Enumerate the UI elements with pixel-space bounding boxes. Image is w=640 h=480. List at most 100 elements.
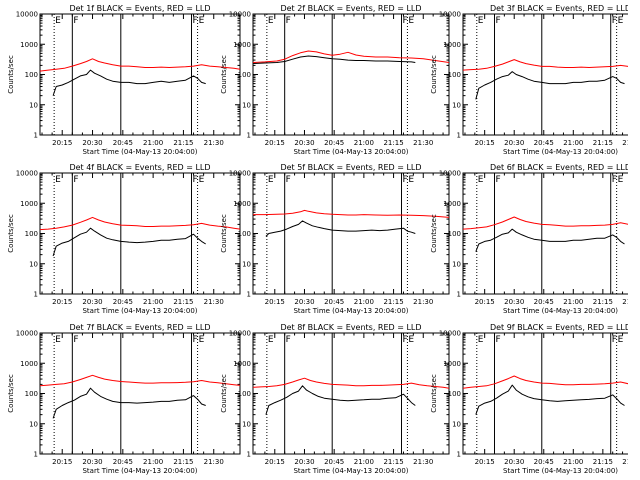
x-tick-label: 21:15: [383, 298, 403, 306]
x-tick-label: 21:15: [593, 298, 613, 306]
events-series-line: [265, 385, 416, 415]
lld-series-line: [462, 59, 628, 71]
y-axis-label: Counts/sec: [430, 55, 438, 94]
time-marker-label: F: [612, 335, 617, 345]
x-axis-label: Start Time (04-May-13 20:04:00): [82, 307, 197, 315]
chart-title: Det 7f BLACK = Events, RED = LLD: [69, 323, 210, 332]
time-marker-label: F: [193, 16, 198, 26]
x-tick-label: 21:30: [413, 458, 433, 466]
y-tick-label: 10000: [439, 170, 461, 178]
x-tick-label: 21:30: [622, 298, 640, 306]
x-tick-label: 20:15: [52, 458, 72, 466]
x-tick-label: 21:15: [593, 458, 613, 466]
events-series-line: [52, 69, 206, 96]
time-marker-label: E: [199, 335, 205, 345]
time-marker-label: E: [478, 335, 484, 345]
time-marker-label: F: [402, 16, 407, 26]
time-marker-label: E: [199, 175, 205, 185]
y-tick-label: 100: [25, 390, 38, 398]
x-tick-label: 21:00: [563, 298, 583, 306]
x-tick-label: 20:30: [504, 458, 524, 466]
events-series-line: [52, 387, 206, 419]
y-tick-label: 10: [29, 260, 38, 268]
x-axis-label: Start Time (04-May-13 20:04:00): [503, 467, 618, 475]
y-tick-label: 100: [448, 71, 461, 79]
y-tick-label: 10000: [16, 170, 38, 178]
detector-panel: Det 7f BLACK = Events, RED = LLD 1 10 100 10…: [7, 323, 241, 475]
lld-series-line: [252, 377, 450, 389]
y-axis-label: Counts/sec: [430, 214, 438, 253]
time-marker-label: E: [268, 335, 274, 345]
y-tick-label: 1000: [233, 200, 251, 208]
x-tick-label: 21:30: [204, 298, 224, 306]
plot-frame: [462, 172, 628, 295]
y-axis-label: Counts/sec: [220, 374, 228, 413]
y-tick-label: 1: [247, 132, 251, 140]
y-tick-label: 10000: [16, 330, 38, 338]
lld-series-line: [252, 50, 450, 63]
chart-title: Det 4f BLACK = Events, RED = LLD: [69, 163, 210, 172]
x-tick-label: 21:30: [413, 139, 433, 147]
y-tick-label: 10: [29, 420, 38, 428]
lld-series-line: [253, 209, 450, 218]
plot-frame: [252, 332, 450, 455]
time-marker-label: F: [496, 335, 501, 345]
time-marker-label: F: [496, 175, 501, 185]
time-marker-label: F: [193, 175, 198, 185]
plot-frame: [39, 332, 241, 455]
x-tick-label: 21:00: [354, 298, 374, 306]
events-series-line: [52, 227, 206, 257]
y-axis-label: Counts/sec: [430, 374, 438, 413]
time-marker-label: F: [496, 16, 501, 26]
x-tick-label: 21:00: [143, 458, 163, 466]
time-marker-label: F: [73, 175, 78, 185]
time-marker-label: F: [286, 16, 291, 26]
time-marker-label: F: [193, 335, 198, 345]
time-marker-label: E: [408, 335, 414, 345]
detector-panel: Det 9f BLACK = Events, RED = LLD 1 10 100 10…: [430, 323, 628, 475]
plot-frame: [462, 13, 628, 136]
x-tick-label: 21:00: [143, 298, 163, 306]
x-axis-label: Start Time (04-May-13 20:04:00): [293, 467, 408, 475]
time-marker-label: E: [55, 335, 61, 345]
y-tick-label: 10: [242, 420, 251, 428]
y-tick-label: 1000: [443, 200, 461, 208]
detector-panel: Det 8f BLACK = Events, RED = LLD 1 10 100 10…: [220, 323, 450, 475]
time-marker-label: E: [268, 16, 274, 26]
x-axis-label: Start Time (04-May-13 20:04:00): [293, 307, 408, 315]
lld-series-line: [39, 58, 241, 72]
time-marker-label: F: [73, 335, 78, 345]
time-marker-label: E: [478, 16, 484, 26]
x-tick-label: 20:45: [113, 139, 133, 147]
x-tick-label: 20:30: [82, 298, 102, 306]
y-tick-label: 100: [25, 230, 38, 238]
y-tick-label: 10000: [229, 11, 251, 19]
y-tick-label: 10000: [439, 11, 461, 19]
y-axis-label: Counts/sec: [7, 374, 15, 413]
time-marker-label: F: [402, 175, 407, 185]
x-tick-label: 20:45: [534, 298, 554, 306]
chart-title: Det 8f BLACK = Events, RED = LLD: [280, 323, 421, 332]
time-marker-label: F: [286, 335, 291, 345]
y-tick-label: 1000: [233, 360, 251, 368]
x-tick-label: 21:15: [383, 458, 403, 466]
y-tick-label: 100: [448, 230, 461, 238]
lld-series-line: [39, 216, 241, 231]
y-axis-label: Counts/sec: [220, 55, 228, 94]
time-marker-label: E: [478, 175, 484, 185]
y-tick-label: 100: [238, 390, 251, 398]
x-tick-label: 20:45: [113, 298, 133, 306]
x-tick-label: 20:30: [82, 139, 102, 147]
x-tick-label: 20:30: [294, 139, 314, 147]
y-tick-label: 1000: [20, 41, 38, 49]
y-tick-label: 10: [452, 260, 461, 268]
x-tick-label: 21:30: [413, 298, 433, 306]
y-tick-label: 100: [238, 230, 251, 238]
y-tick-label: 1: [457, 132, 461, 140]
plot-frame: [39, 172, 241, 295]
plot-frame: [462, 332, 628, 455]
x-axis-label: Start Time (04-May-13 20:04:00): [82, 467, 197, 475]
x-tick-label: 20:45: [534, 139, 554, 147]
x-axis-label: Start Time (04-May-13 20:04:00): [503, 148, 618, 156]
